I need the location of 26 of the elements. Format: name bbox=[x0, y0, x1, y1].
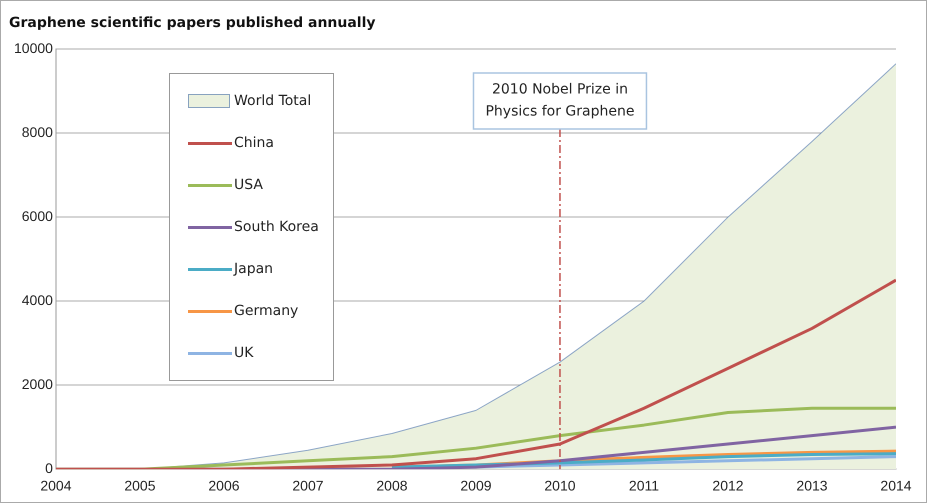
x-tick-label: 2014 bbox=[880, 477, 912, 494]
x-tick-label: 2008 bbox=[376, 477, 408, 494]
y-tick-label: 4000 bbox=[22, 292, 54, 308]
legend-label: China bbox=[234, 135, 274, 151]
chart-title: Graphene scientific papers published annually bbox=[9, 15, 376, 31]
x-tick-label: 2009 bbox=[460, 477, 492, 494]
legend-label: USA bbox=[234, 177, 263, 193]
legend-label: South Korea bbox=[234, 219, 319, 235]
x-tick-label: 2011 bbox=[628, 477, 660, 494]
y-tick-label: 0 bbox=[45, 460, 54, 476]
x-tick-label: 2006 bbox=[208, 477, 240, 494]
x-tick-label: 2013 bbox=[796, 477, 828, 494]
legend-label: World Total bbox=[234, 93, 312, 109]
legend-label: Japan bbox=[234, 261, 274, 277]
y-tick-label: 8000 bbox=[22, 124, 54, 140]
y-tick-label: 6000 bbox=[22, 208, 54, 224]
y-tick-label: 10000 bbox=[14, 40, 54, 56]
x-tick-label: 2007 bbox=[292, 477, 324, 494]
ref-line-label: 2010 Nobel Prize in Physics for Graphene bbox=[485, 82, 634, 120]
x-tick-label: 2012 bbox=[712, 477, 744, 494]
legend-label: Germany bbox=[234, 303, 298, 319]
y-tick-label: 2000 bbox=[22, 376, 54, 392]
legend-label: UK bbox=[234, 345, 254, 361]
x-tick-label: 2005 bbox=[124, 477, 156, 494]
x-tick-label: 2010 bbox=[544, 477, 576, 494]
x-tick-label: 2004 bbox=[40, 477, 72, 494]
